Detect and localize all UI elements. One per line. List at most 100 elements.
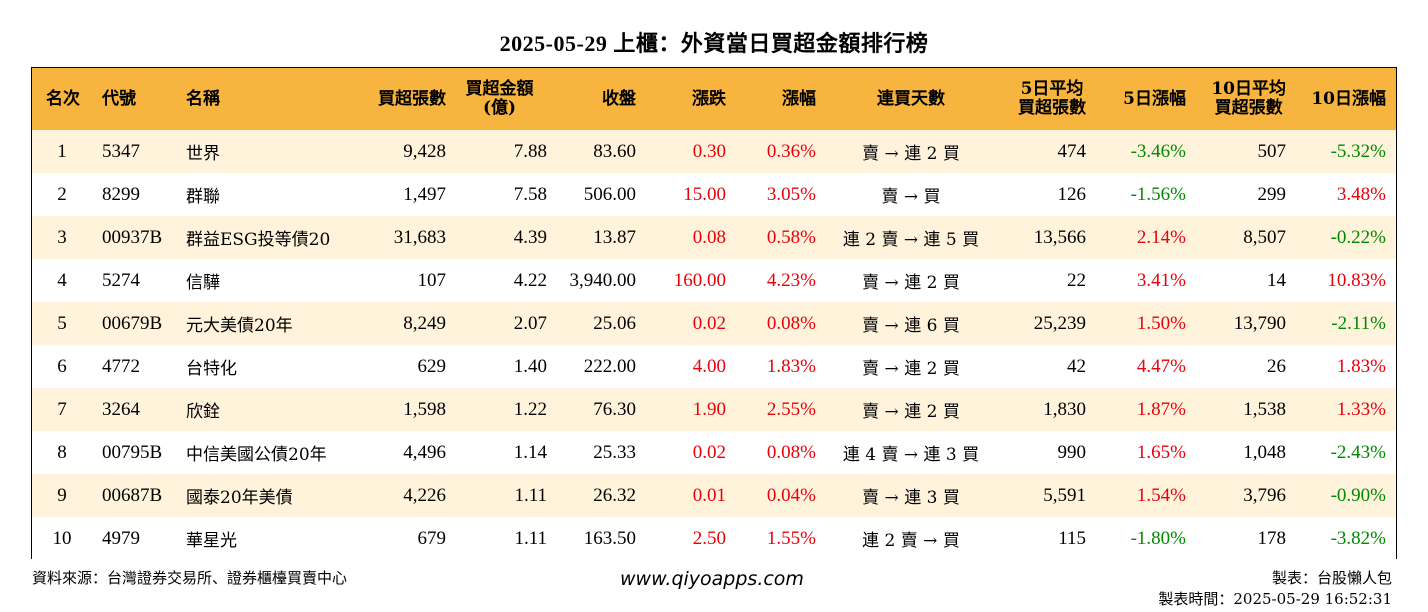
close-cell: 222.00 — [583, 355, 636, 377]
change-pct-cell: 0.04% — [766, 484, 816, 506]
pct5-cell: 4.47% — [1136, 355, 1186, 377]
header-rank: 名次 — [46, 88, 80, 109]
avg5-shares-cell: 1,830 — [1043, 398, 1086, 420]
close-cell: 26.32 — [593, 484, 636, 506]
name-cell: 中信美國公債20年 — [186, 445, 327, 465]
buy-amount-cell: 7.88 — [513, 140, 547, 162]
name-cell: 群聯 — [186, 187, 220, 207]
change-pct-cell: 0.36% — [766, 140, 816, 162]
buy-shares-cell: 8,249 — [403, 312, 446, 334]
table-row: 7 3264 欣銓 1,598 1.22 76.30 1.90 2.55% 賣 → 連 2 買 1… — [32, 388, 1396, 431]
header-change: 漲跌 — [692, 88, 726, 109]
avg10-shares-cell: 3,796 — [1243, 484, 1286, 506]
pct5-cell: 1.87% — [1136, 398, 1186, 420]
pct5-cell: 2.14% — [1136, 226, 1186, 248]
table-row: 4 5274 信驊 107 4.22 3,940.00 160.00 4.23% 賣 → 連 2… — [32, 259, 1396, 302]
change-pct-cell: 0.58% — [766, 226, 816, 248]
rank-cell: 1 — [57, 140, 67, 162]
rank-cell: 9 — [57, 484, 67, 506]
buy-shares-cell: 31,683 — [393, 226, 446, 248]
consecutive-days-cell: 賣 → 買 — [881, 187, 941, 207]
pct10-cell: -5.32% — [1330, 140, 1386, 162]
consecutive-days-cell: 連 4 賣 → 連 3 買 — [842, 445, 980, 465]
close-cell: 13.87 — [593, 226, 636, 248]
avg10-shares-cell: 8,507 — [1243, 226, 1286, 248]
table-row: 2 8299 群聯 1,497 7.58 506.00 15.00 3.05% 賣 → 買 126… — [32, 173, 1396, 216]
code-cell: 8299 — [102, 183, 140, 205]
avg10-shares-cell: 1,538 — [1243, 398, 1286, 420]
change-cell: 0.02 — [692, 441, 726, 463]
ranking-table: 名次 代號 名稱 買超張數 買超金額 (億) 收盤 漲跌 漲幅 連買天數 5日平均 買超張數 5日漲… — [31, 67, 1397, 560]
consecutive-days-cell: 賣 → 連 2 買 — [862, 359, 960, 379]
code-cell: 3264 — [102, 398, 140, 420]
header-name: 名稱 — [186, 88, 220, 109]
consecutive-days-cell: 賣 → 連 2 買 — [862, 273, 960, 293]
change-pct-cell: 4.23% — [766, 269, 816, 291]
change-pct-cell: 2.55% — [766, 398, 816, 420]
avg10-shares-cell: 299 — [1257, 183, 1287, 205]
table-header: 名次 代號 名稱 買超張數 買超金額 (億) 收盤 漲跌 漲幅 連買天數 5日平均 買超張數 5日漲… — [32, 68, 1396, 130]
header-pct10: 10日漲幅 — [1311, 88, 1386, 109]
buy-amount-cell: 1.40 — [513, 355, 547, 377]
avg10-shares-cell: 178 — [1257, 527, 1287, 549]
buy-amount-cell: 2.07 — [513, 312, 547, 334]
change-cell: 15.00 — [683, 183, 726, 205]
table-made-time: 製表時間：2025-05-29 16:52:31 — [1158, 590, 1392, 608]
avg5-shares-cell: 25,239 — [1033, 312, 1086, 334]
buy-amount-cell: 1.11 — [514, 527, 547, 549]
code-cell: 00937B — [102, 226, 163, 248]
pct10-cell: 1.83% — [1336, 355, 1386, 377]
website-link[interactable]: www.qiyoapps.com — [620, 568, 804, 590]
consecutive-days-cell: 賣 → 連 3 買 — [862, 488, 960, 508]
pct10-cell: 3.48% — [1336, 183, 1386, 205]
table-row: 8 00795B 中信美國公債20年 4,496 1.14 25.33 0.02 0.08% 連… — [32, 431, 1396, 474]
code-cell: 00687B — [102, 484, 163, 506]
header-avg10-shares: 10日平均 買超張數 — [1211, 79, 1286, 118]
close-cell: 76.30 — [593, 398, 636, 420]
pct10-cell: 1.33% — [1336, 398, 1386, 420]
name-cell: 元大美債20年 — [186, 316, 293, 336]
pct5-cell: -1.56% — [1130, 183, 1186, 205]
pct10-cell: -2.43% — [1330, 441, 1386, 463]
change-cell: 0.30 — [692, 140, 726, 162]
change-cell: 4.00 — [692, 355, 726, 377]
change-cell: 1.90 — [692, 398, 726, 420]
buy-amount-cell: 7.58 — [513, 183, 547, 205]
buy-shares-cell: 4,226 — [403, 484, 446, 506]
change-cell: 0.01 — [692, 484, 726, 506]
rank-cell: 5 — [57, 312, 67, 334]
rank-cell: 2 — [57, 183, 67, 205]
data-source: 資料來源：台灣證券交易所、證券櫃檯買賣中心 — [32, 569, 348, 587]
code-cell: 4979 — [102, 527, 140, 549]
table-row: 6 4772 台特化 629 1.40 222.00 4.00 1.83% 賣 → 連 2 買 4… — [32, 345, 1396, 388]
code-cell: 5274 — [102, 269, 140, 291]
consecutive-days-cell: 連 2 賣 → 買 — [862, 531, 960, 551]
avg5-shares-cell: 22 — [1067, 269, 1086, 291]
code-cell: 5347 — [102, 140, 140, 162]
table-row: 1 5347 世界 9,428 7.88 83.60 0.30 0.36% 賣 → 連 2 買 4… — [32, 130, 1396, 173]
change-pct-cell: 3.05% — [766, 183, 816, 205]
header-consecutive-days: 連買天數 — [877, 88, 945, 109]
buy-shares-cell: 9,428 — [403, 140, 446, 162]
name-cell: 欣銓 — [186, 402, 220, 422]
avg5-shares-cell: 42 — [1067, 355, 1086, 377]
buy-shares-cell: 1,497 — [403, 183, 446, 205]
rank-cell: 10 — [52, 527, 72, 549]
name-cell: 世界 — [186, 144, 220, 164]
change-pct-cell: 0.08% — [766, 312, 816, 334]
change-cell: 0.02 — [692, 312, 726, 334]
header-code: 代號 — [102, 88, 136, 109]
code-cell: 4772 — [102, 355, 140, 377]
avg10-shares-cell: 26 — [1267, 355, 1286, 377]
pct10-cell: -2.11% — [1331, 312, 1386, 334]
pct5-cell: 1.50% — [1136, 312, 1186, 334]
name-cell: 群益ESG投等債20 — [186, 230, 331, 250]
consecutive-days-cell: 賣 → 連 6 買 — [862, 316, 960, 336]
buy-amount-cell: 1.11 — [514, 484, 547, 506]
header-buy-amount: 買超金額 (億) — [465, 79, 534, 118]
rank-cell: 7 — [57, 398, 67, 420]
rank-cell: 6 — [57, 355, 67, 377]
buy-amount-cell: 4.22 — [513, 269, 547, 291]
page-title: 2025-05-29 上櫃：外資當日買超金額排行榜 — [499, 31, 929, 56]
buy-amount-cell: 1.14 — [513, 441, 547, 463]
